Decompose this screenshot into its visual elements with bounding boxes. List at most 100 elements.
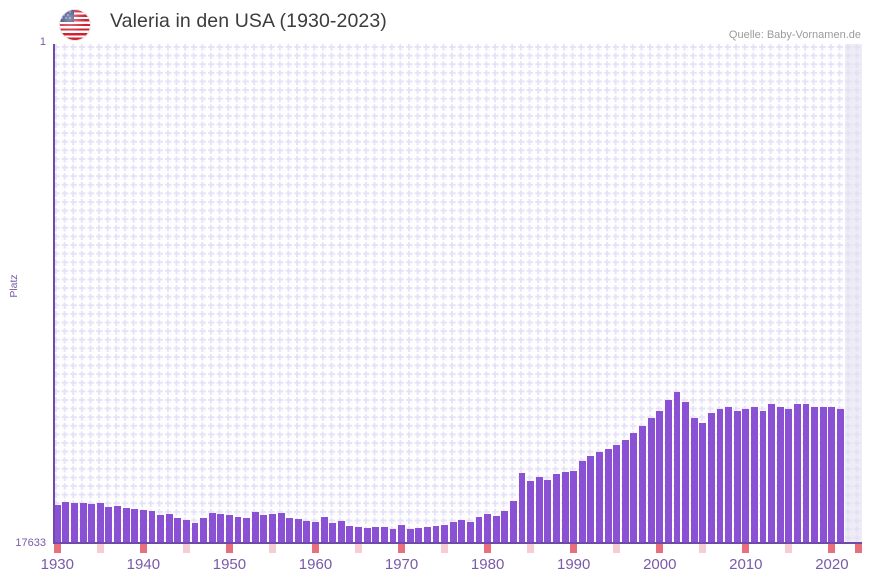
bar xyxy=(122,508,130,544)
x-axis-line xyxy=(53,542,862,544)
bar xyxy=(182,519,190,544)
bar xyxy=(621,439,629,544)
bar xyxy=(96,502,104,544)
bar xyxy=(165,513,173,544)
page-title: Valeria in den USA (1930-2023) xyxy=(110,10,387,32)
x-tick-major xyxy=(139,544,147,553)
x-tick-minor xyxy=(96,544,104,553)
bar xyxy=(707,412,715,544)
bar xyxy=(372,527,380,544)
bar xyxy=(251,512,259,544)
bar xyxy=(768,404,776,544)
bar xyxy=(828,406,836,544)
bar xyxy=(260,514,268,544)
x-tick-minor xyxy=(613,544,621,553)
x-axis-label: 2000 xyxy=(643,556,677,573)
x-tick-major xyxy=(742,544,750,553)
bar xyxy=(174,517,182,544)
x-tick-major xyxy=(484,544,492,553)
bar xyxy=(664,399,672,544)
bar xyxy=(286,518,294,544)
y-axis-line xyxy=(53,44,55,544)
x-tick-minor xyxy=(182,544,190,553)
bar xyxy=(71,503,78,544)
x-axis-label: 2020 xyxy=(815,556,849,573)
x-axis-label: 1980 xyxy=(470,556,505,573)
bar xyxy=(587,455,595,544)
bar xyxy=(509,500,517,544)
us-flag-icon xyxy=(60,10,90,40)
bar xyxy=(750,406,758,544)
y-axis-top-label: 1 xyxy=(39,36,46,48)
bar xyxy=(329,523,337,544)
x-tick-minor xyxy=(441,544,449,553)
bar xyxy=(277,513,285,544)
bar xyxy=(492,515,500,544)
bar xyxy=(742,408,750,544)
bar xyxy=(217,514,225,544)
bar xyxy=(630,432,638,544)
bar xyxy=(114,506,121,544)
bar xyxy=(157,514,164,544)
bar xyxy=(725,406,733,544)
bar xyxy=(518,473,526,544)
bar xyxy=(363,528,371,544)
bar xyxy=(389,529,397,544)
bar xyxy=(398,525,405,544)
bar xyxy=(380,526,388,544)
bar xyxy=(527,481,535,544)
bar xyxy=(243,517,251,544)
bar xyxy=(759,410,767,544)
bar xyxy=(535,476,543,544)
bar xyxy=(673,391,681,544)
x-axis-ticks xyxy=(53,544,862,554)
bar xyxy=(415,527,423,544)
bar xyxy=(432,525,440,544)
bar xyxy=(423,526,431,544)
bar xyxy=(613,445,621,544)
bar xyxy=(191,522,199,544)
x-axis-label: 1940 xyxy=(126,556,161,573)
bar xyxy=(501,511,509,544)
bar xyxy=(458,519,466,544)
bar xyxy=(294,519,302,544)
bar-series xyxy=(53,44,862,544)
bar xyxy=(656,410,664,544)
bar xyxy=(200,517,208,544)
x-tick-minor xyxy=(269,544,276,553)
bar xyxy=(62,502,70,544)
x-tick-major xyxy=(570,544,578,553)
bar xyxy=(269,514,276,544)
bar xyxy=(139,510,147,544)
bar xyxy=(647,417,655,544)
x-tick-minor xyxy=(527,544,535,553)
x-tick-major xyxy=(855,544,862,553)
x-tick-minor xyxy=(785,544,793,553)
bar xyxy=(88,503,96,544)
x-tick-major xyxy=(312,544,319,553)
x-tick-major xyxy=(225,544,233,553)
bar xyxy=(225,515,233,544)
bar xyxy=(466,521,474,544)
x-tick-major xyxy=(53,544,61,553)
bar xyxy=(733,410,741,544)
bar xyxy=(441,524,449,544)
bar xyxy=(105,506,113,544)
x-axis-label: 1970 xyxy=(384,556,419,573)
bar xyxy=(303,520,311,544)
bar xyxy=(570,471,578,544)
y-axis-title: Platz xyxy=(8,274,20,298)
bar xyxy=(346,525,354,544)
bar xyxy=(208,512,216,544)
chart-header: Valeria in den USA (1930-2023) Quelle: B… xyxy=(0,0,873,44)
no-data-region xyxy=(844,44,862,544)
bar xyxy=(449,522,457,544)
x-axis-label: 2010 xyxy=(729,556,763,573)
x-tick-major xyxy=(398,544,405,553)
bar xyxy=(561,471,569,544)
bar xyxy=(320,516,328,544)
bar xyxy=(79,503,87,544)
x-axis-label: 1960 xyxy=(298,556,333,573)
bar xyxy=(794,404,801,544)
bar xyxy=(544,479,552,544)
